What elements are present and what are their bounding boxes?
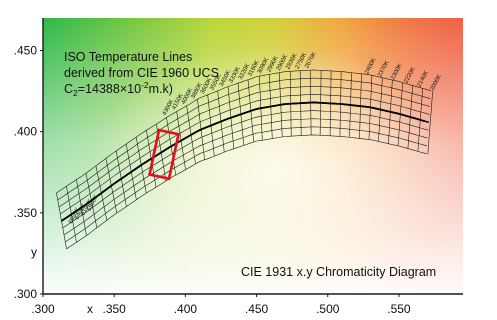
planckian-locus-line — [61, 101, 425, 222]
title-line-1: ISO Temperature Lines — [64, 50, 192, 64]
x-tick-label: .300 — [31, 302, 55, 316]
highlight-box — [148, 128, 181, 181]
offset-line — [63, 118, 428, 236]
x-tick-label: .400 — [174, 302, 198, 316]
y-axis-label: y — [31, 245, 37, 259]
x-axis-label: x — [87, 302, 93, 316]
isotherm-line — [427, 91, 433, 155]
y-tick-label: .350 — [14, 206, 38, 220]
offset-line — [60, 94, 430, 215]
formula-mid: =14388×10 — [78, 82, 141, 96]
x-tick-label: .350 — [103, 302, 127, 316]
offset-line — [65, 126, 428, 243]
offset-line — [57, 77, 431, 201]
formula-prefix: C — [64, 82, 73, 96]
offset-line — [56, 69, 432, 194]
formula-sub: 2 — [73, 88, 78, 98]
isotherm-line — [56, 192, 67, 249]
formula-sup: -2 — [141, 80, 149, 90]
diagram-corner-label: CIE 1931 x.y Chromaticity Diagram — [241, 265, 436, 279]
x-tick-label: .450 — [245, 302, 269, 316]
offset-line — [66, 134, 427, 250]
title-line-2: derived from CIE 1960 UCS — [64, 66, 219, 80]
tick-labels: .300 .350 .400 .450 .500 .550 .300 .350 .400 .450 — [14, 43, 411, 316]
planckian-locus — [61, 101, 425, 222]
axes — [42, 18, 463, 295]
title-formula: C2=14388×10-2m.k) — [64, 80, 173, 98]
offset-line — [62, 110, 429, 229]
highlight-rectangle — [148, 128, 181, 181]
y-tick-label: .450 — [14, 43, 38, 57]
x-tick-label: .550 — [387, 302, 411, 316]
y-tick-label: .300 — [14, 287, 38, 301]
offset-line — [58, 85, 431, 208]
x-tick-label: .500 — [316, 302, 340, 316]
y-tick-label: .400 — [14, 125, 38, 139]
formula-suffix: m.k) — [149, 82, 173, 96]
background-gradient — [43, 18, 463, 294]
title-block: ISO Temperature Lines derived from CIE 1… — [64, 50, 219, 98]
